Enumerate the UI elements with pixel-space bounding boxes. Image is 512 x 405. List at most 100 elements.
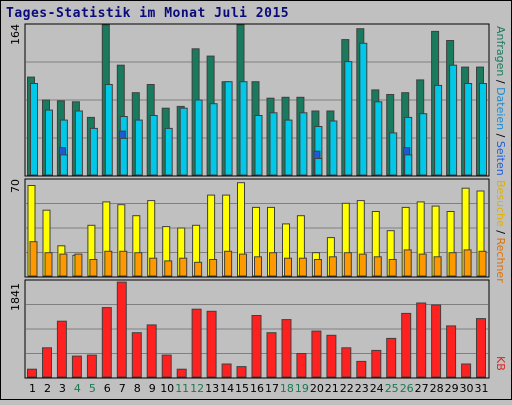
bar-rechner-day-12 <box>194 261 203 277</box>
bar-dateien-day-9 <box>149 115 158 176</box>
bar-kb-day-18 <box>281 319 292 378</box>
bar-dateien-overlay-day-3 <box>59 154 68 176</box>
bar-kb-day-23 <box>356 360 367 378</box>
bar-dateien-day-19 <box>299 112 308 176</box>
x-tick-label-day-27: 27 <box>414 382 429 395</box>
bar-kb-day-20 <box>311 330 322 378</box>
bar-dateien-day-17 <box>269 112 278 176</box>
bar-rechner-day-31 <box>478 250 487 277</box>
bar-rechner-day-29 <box>448 252 457 277</box>
bar-dateien-day-13 <box>209 103 218 176</box>
x-tick-label-day-28: 28 <box>429 382 444 395</box>
bar-dateien-overlay-day-20 <box>314 158 323 176</box>
bar-dateien-day-22 <box>344 61 353 176</box>
bar-dateien-day-21 <box>329 120 338 176</box>
x-tick-label-day-18: 18 <box>279 382 294 395</box>
bar-rechner-day-28 <box>433 256 442 277</box>
x-tick-label-day-15: 15 <box>235 382 249 395</box>
bar-rechner-day-11 <box>179 257 188 277</box>
bar-dateien-day-5 <box>89 127 98 176</box>
x-tick-label-day-3: 3 <box>58 382 66 395</box>
bar-kb-day-21 <box>326 334 337 378</box>
x-tick-label-day-24: 24 <box>369 382 384 395</box>
bar-dateien-day-6 <box>104 84 113 176</box>
x-tick-label-day-7: 7 <box>118 382 126 395</box>
bar-kb-day-1 <box>27 368 37 378</box>
bar-dateien-day-14 <box>224 81 233 176</box>
bar-dateien-day-25 <box>389 132 398 176</box>
x-tick-label-day-9: 9 <box>148 382 156 395</box>
bar-rechner-day-16 <box>254 256 262 277</box>
bar-rechner-day-3 <box>59 253 68 277</box>
bar-kb-day-31 <box>476 318 486 378</box>
bar-rechner-day-10 <box>164 260 173 277</box>
bar-rechner-day-21 <box>328 256 337 277</box>
bar-rechner-day-8 <box>134 252 143 277</box>
bar-kb-day-22 <box>341 347 352 378</box>
x-tick-label-day-26: 26 <box>399 382 414 395</box>
bar-kb-day-16 <box>251 315 262 378</box>
x-tick-label-day-10: 10 <box>160 382 175 395</box>
x-tick-label-day-19: 19 <box>294 382 309 395</box>
x-tick-label-day-22: 22 <box>339 382 354 395</box>
bar-kb-day-27 <box>416 302 427 378</box>
x-tick-label-day-2: 2 <box>44 382 51 395</box>
bar-rechner-day-18 <box>284 257 292 277</box>
bar-dateien-day-23 <box>359 42 368 176</box>
bar-rechner-day-30 <box>463 249 472 277</box>
bar-kb-day-11 <box>176 368 187 378</box>
bar-rechner-day-27 <box>418 253 427 277</box>
bar-dateien-day-11 <box>179 107 188 176</box>
bar-kb-day-15 <box>236 366 247 378</box>
bar-dateien-overlay-day-26 <box>404 154 413 176</box>
bar-rechner-day-20 <box>313 259 322 277</box>
bar-kb-day-25 <box>386 337 397 378</box>
bar-kb-day-19 <box>296 353 307 378</box>
bar-rechner-day-26 <box>403 249 412 277</box>
bar-rechner-day-6 <box>104 250 113 277</box>
x-tick-label-day-14: 14 <box>220 382 235 395</box>
x-tick-label-day-6: 6 <box>103 382 111 395</box>
bar-dateien-day-29 <box>449 64 458 176</box>
bar-rechner-day-24 <box>373 256 382 277</box>
x-tick-label-day-12: 12 <box>190 382 205 395</box>
bar-kb-day-13 <box>206 310 217 378</box>
x-tick-label-day-16: 16 <box>250 382 264 395</box>
bar-kb-day-2 <box>42 347 52 378</box>
bar-rechner-day-14 <box>224 250 233 277</box>
bar-kb-day-6 <box>101 307 112 378</box>
bar-rechner-day-1 <box>29 241 38 277</box>
x-tick-label-day-1: 1 <box>29 382 36 395</box>
bar-kb-day-7 <box>116 281 127 378</box>
bar-dateien-day-10 <box>164 127 173 176</box>
bar-dateien-day-24 <box>374 101 383 176</box>
bar-kb-day-5 <box>86 354 97 378</box>
x-tick-label-day-20: 20 <box>309 382 324 395</box>
bar-rechner-day-25 <box>388 259 397 277</box>
x-tick-label-day-25: 25 <box>384 382 399 395</box>
bar-kb-day-28 <box>431 304 442 378</box>
bar-kb-day-14 <box>221 363 232 378</box>
bar-kb-day-10 <box>161 354 172 378</box>
x-tick-label-day-13: 13 <box>205 382 220 395</box>
bar-dateien-day-30 <box>464 83 473 176</box>
bar-rechner-day-9 <box>149 257 158 277</box>
bar-dateien-day-4 <box>74 110 83 176</box>
bar-dateien-day-27 <box>419 113 428 176</box>
x-tick-label-day-5: 5 <box>88 382 96 395</box>
bar-kb-day-17 <box>266 332 277 378</box>
bar-kb-day-29 <box>446 325 457 378</box>
x-tick-label-day-23: 23 <box>354 382 369 395</box>
bar-dateien-day-28 <box>434 84 443 176</box>
bar-dateien-day-18 <box>284 119 293 176</box>
bar-rechner-day-4 <box>74 253 83 277</box>
bar-dateien-day-16 <box>254 115 263 176</box>
bar-dateien-overlay-day-7 <box>119 137 128 176</box>
bar-kb-day-12 <box>191 308 202 378</box>
x-axis-day-labels: 1 2 3 4 5 6 7 8 9 10 11 12 13 14 15 16 17 18 19 20 21 22 23 24 2… <box>0 380 512 396</box>
bar-dateien-day-2 <box>45 109 53 176</box>
bar-rechner-day-19 <box>298 257 307 277</box>
